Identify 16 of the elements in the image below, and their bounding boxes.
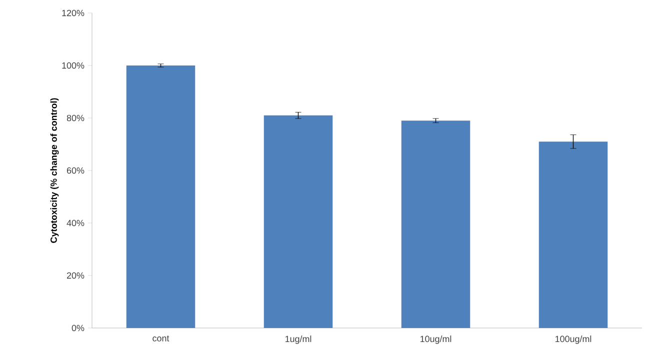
y-tick-label: 20% — [66, 272, 84, 279]
bar — [264, 115, 333, 328]
x-tick-label: cont — [152, 336, 170, 342]
y-tick-label: 40% — [66, 220, 84, 226]
x-tick-label: 1ug/ml — [285, 336, 312, 344]
bar — [401, 120, 470, 328]
y-tick-label: 0% — [72, 324, 84, 332]
y-tick-label: 60% — [66, 167, 84, 174]
y-tick-label: 80% — [66, 114, 84, 122]
x-tick-label: 10ug/ml — [420, 336, 452, 344]
y-tick-label: 120% — [62, 10, 84, 16]
bar — [538, 142, 608, 328]
y-tick-label: 100% — [62, 62, 84, 69]
y-axis-title: Cytotoxicity (% change of control) — [50, 98, 59, 243]
bar — [126, 65, 196, 328]
x-tick-label: 100ug/ml — [555, 336, 592, 344]
